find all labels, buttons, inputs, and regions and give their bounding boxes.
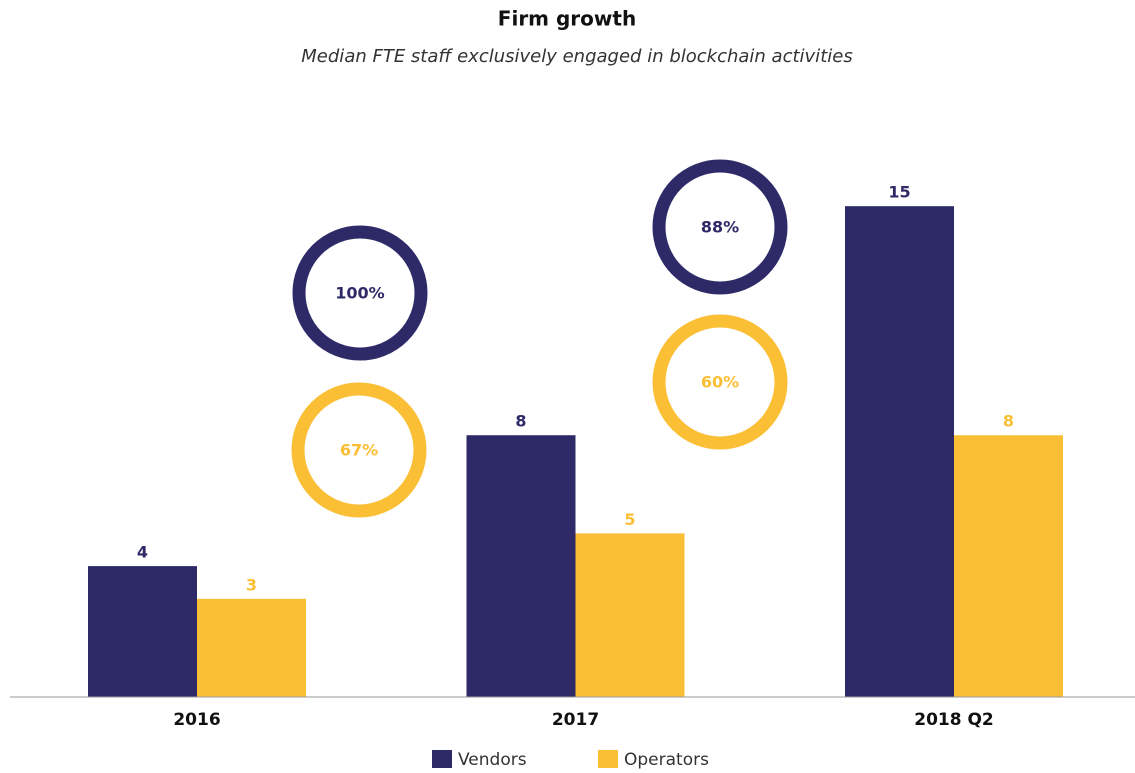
bar (466, 435, 576, 697)
growth-ring (291, 382, 427, 518)
value-label: 15 (888, 183, 910, 202)
legend-label: Operators (624, 750, 709, 770)
chart-title: Firm growth (498, 7, 636, 31)
growth-label: 60% (701, 373, 739, 392)
legend-label: Vendors (458, 750, 527, 770)
x-tick-label: 2017 (552, 710, 599, 730)
growth-ring (652, 314, 788, 450)
value-label: 8 (515, 412, 526, 431)
legend-swatch (432, 750, 452, 768)
bar (954, 435, 1063, 697)
value-label: 5 (624, 510, 635, 529)
growth-label: 67% (340, 441, 378, 460)
value-label: 8 (1003, 412, 1014, 431)
growth-ring (292, 225, 428, 361)
x-tick-label: 2016 (173, 710, 220, 730)
bar (197, 598, 306, 697)
bar (575, 533, 685, 697)
growth-label: 88% (701, 218, 739, 237)
x-tick-label: 2018 Q2 (914, 710, 994, 730)
bar (88, 566, 197, 697)
growth-ring (652, 159, 788, 295)
value-label: 3 (246, 575, 257, 594)
growth-label: 100% (335, 284, 384, 303)
chart-subtitle: Median FTE staff exclusively engaged in … (301, 46, 852, 67)
value-label: 4 (137, 543, 148, 562)
bar (845, 206, 954, 697)
legend-swatch (598, 750, 618, 768)
